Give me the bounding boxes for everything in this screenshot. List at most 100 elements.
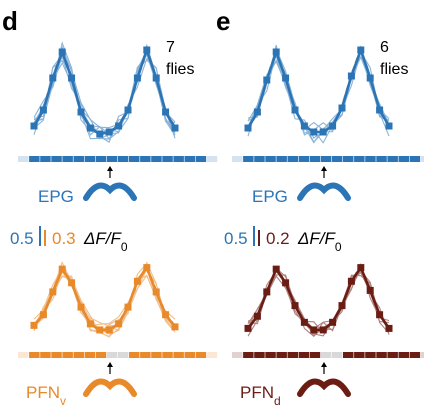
panel-e-scale-bottom: 0.2 (266, 229, 290, 248)
panel-e-top-strip-segment (265, 156, 276, 162)
panel-d-bottom-point (143, 264, 151, 272)
panel-e-bottom-strip-segment (276, 352, 287, 358)
panel-d-top-point (143, 46, 151, 54)
panel-d-top-bridge-glyph (83, 182, 137, 201)
panel-e-bottom-point (338, 302, 346, 310)
panel-d-bottom-strip-segment (184, 352, 195, 358)
panel-d-top-strip-segment (162, 156, 173, 162)
panel-e-top-point (376, 106, 384, 114)
panel-d-top-trace (33, 45, 176, 132)
panel-d-bottom-point (68, 279, 76, 287)
panel-d-bottom-reference-line (32, 264, 177, 332)
panel-e-top-point (357, 46, 365, 54)
panel-e-top-strip-segment (331, 156, 343, 162)
panel-d-bottom-trace (33, 266, 176, 332)
panel-e-bottom-strip-segment (243, 352, 254, 358)
panel-e-top-strip-segment (276, 156, 287, 162)
panel-d-top-strip-segment (129, 156, 140, 162)
panel-e-top-mean-line (246, 46, 391, 134)
panel-e-top-point (347, 72, 355, 80)
panel-e-top-trace (247, 44, 390, 144)
panel-e-bottom-point (376, 311, 384, 319)
panel-e-bottom-strip-segment (232, 352, 243, 358)
panel-d-top-strip-segment (73, 156, 84, 162)
panel-d-bottom-strip-segment (151, 352, 162, 358)
panel-e-bottom-point (253, 312, 261, 320)
panel-e-top-point (319, 128, 327, 136)
panel-d-top-point (68, 74, 76, 82)
panel-e-bottom-point (385, 324, 393, 332)
panel-d-top-point (86, 124, 94, 132)
panel-e-bottom-strip-segment (420, 352, 424, 358)
panel-d-top-point (152, 74, 160, 82)
panel-e-bottom-point (282, 279, 290, 287)
panel-e-bottom-point (291, 302, 299, 310)
panel-e-bottom-strip-segment (354, 352, 365, 358)
panel-d-bottom-strip-segment (29, 352, 40, 358)
panel-d-bottom-point (30, 321, 38, 329)
panel-d-top-point (39, 106, 47, 114)
panel-d-top-strip-segment (95, 156, 107, 162)
panel-d-bottom-strip-segment (117, 352, 129, 358)
panel-d-top-strip-segment (84, 156, 96, 162)
panel-d-top-point (115, 122, 123, 130)
panel-d-bottom-strip-segment (62, 352, 73, 358)
panel-d-top-point (30, 122, 38, 130)
panel-d-bottom-strip-segment (173, 352, 184, 358)
panel-d-top-reference-line (32, 45, 177, 136)
panel-e-top-strip-segment (298, 156, 310, 162)
panel-d-bottom-point (96, 326, 104, 334)
panel-e-top-strip-segment (420, 156, 424, 162)
panel-d-bottom-strip-segment (40, 352, 51, 358)
panel-d-top-strip-segment (51, 156, 62, 162)
panel-e-top-strip-segment (387, 156, 398, 162)
panel-d-bottom-point (77, 303, 85, 311)
panel-d-top-strip-segment (117, 156, 129, 162)
panel-e-bottom-strip-segment (309, 352, 321, 358)
panel-e-top-strip-segment (254, 156, 265, 162)
panel-e-bottom-strip-segment (343, 352, 354, 358)
panel-e-bottom-strip-segment (398, 352, 409, 358)
panel-e-top-point (385, 122, 393, 130)
panel-d-top-point (171, 124, 179, 132)
panel-e-top-strip-segment (320, 156, 332, 162)
panel-e-bottom-point (310, 326, 318, 334)
panel-d-bottom-strip-segment (129, 352, 140, 358)
panel-d-bottom-trace (33, 261, 176, 334)
panel-d-top-strip-segment (29, 156, 40, 162)
panel-e-top-strip-segment (287, 156, 298, 162)
panel-e-scale-top: 0.5 (224, 229, 248, 248)
panel-e-bottom-strip-segment (298, 352, 310, 358)
panel-e-bottom-strip-segment (409, 352, 421, 358)
panel-d-top-point (96, 130, 104, 138)
panel-e-top-arrow-head (321, 166, 327, 171)
panel-e-bottom-trace (247, 266, 390, 335)
panel-e-top-label: EPG (252, 187, 288, 206)
panel-e-top-strip-segment (309, 156, 321, 162)
panel-e-letter: e (216, 6, 230, 36)
panel-e-bottom-reference-line (246, 264, 391, 332)
panel-d-top-strip-segment (173, 156, 184, 162)
panel-d-bottom-arrow-head (107, 362, 113, 367)
panel-e-bottom-bridge-glyph (297, 378, 351, 397)
panel-e-top-trace (247, 50, 390, 144)
panel-e-bottom-strip-segment (265, 352, 276, 358)
panel-e-top-strip-segment (354, 156, 365, 162)
panel-d-count-unit: flies (166, 61, 194, 78)
panel-e-bottom-point (244, 324, 252, 332)
panel-d-scale-top: 0.5 (10, 229, 34, 248)
panel-d-bottom-strip-segment (84, 352, 96, 358)
panel-d-bottom-strip-segment (206, 352, 218, 358)
panel-d-bottom-point (39, 311, 47, 319)
panel-d-letter: d (2, 6, 18, 36)
panel-d-bottom-label: PFNv (26, 383, 66, 405)
panel-e-bottom-strip-segment (365, 352, 376, 358)
panel-e-top-trace (247, 45, 390, 136)
panel-e-top-point (329, 122, 337, 130)
panel-d-scale-bottom: 0.3 (52, 229, 76, 248)
panel-d-top-label: EPG (38, 187, 74, 206)
panel-d-top-strip-segment (195, 156, 207, 162)
panel-d-bottom-point (86, 320, 94, 328)
panel-e-top-point (263, 76, 271, 84)
